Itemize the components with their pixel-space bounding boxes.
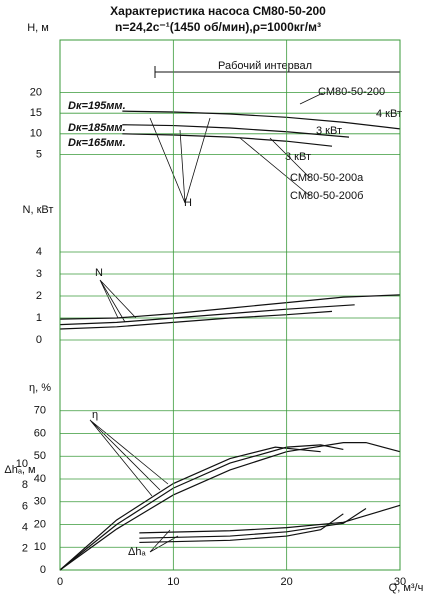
series-line bbox=[59, 310, 333, 330]
y-axis-label: η, % bbox=[29, 382, 51, 394]
annotation: η bbox=[92, 409, 98, 421]
y-tick-label: 40 bbox=[34, 473, 46, 485]
y-tick-label: 20 bbox=[34, 518, 46, 530]
y-tick-label: 5 bbox=[36, 148, 42, 160]
y-tick-label: 2 bbox=[36, 290, 42, 302]
series-line bbox=[59, 446, 321, 571]
y-axis-label: Δhₐ, м bbox=[4, 464, 35, 476]
series-line bbox=[59, 444, 344, 571]
x-tick-label: 0 bbox=[57, 576, 63, 588]
series-line bbox=[122, 110, 401, 130]
series-line bbox=[59, 294, 401, 320]
y-tick-label: 3 bbox=[36, 268, 42, 280]
annotation: Dк=165мм. bbox=[68, 137, 126, 149]
y-tick-label: 10 bbox=[30, 128, 42, 140]
y-tick-label: 0 bbox=[40, 564, 46, 576]
annotation: 3 кВт bbox=[285, 151, 311, 163]
y-tick-label: 4 bbox=[36, 246, 42, 258]
y-tick-label: 0 bbox=[36, 334, 42, 346]
y-axis-label: N, кВт bbox=[23, 204, 54, 216]
chart-title: Характеристика насоса СМ80-50-200 bbox=[110, 4, 326, 18]
y-tick-label: 70 bbox=[34, 405, 46, 417]
leader-lines bbox=[89, 91, 326, 553]
x-tick-label: 10 bbox=[167, 576, 179, 588]
annotation: Рабочий интервал bbox=[218, 60, 312, 72]
series-line bbox=[139, 513, 344, 544]
x-tick-label: 30 bbox=[394, 576, 406, 588]
y-axis-label: H, м bbox=[27, 22, 49, 34]
y-tick-label: 8 bbox=[22, 479, 28, 491]
y-tick-label: 50 bbox=[34, 450, 46, 462]
y-tick-label: 30 bbox=[34, 496, 46, 508]
y-tick-label: 60 bbox=[34, 427, 46, 439]
series-label: СМ80-50-200а bbox=[290, 172, 364, 184]
annotation: 4 кВт bbox=[376, 108, 402, 120]
series-line bbox=[122, 133, 333, 147]
y-tick-label: 20 bbox=[30, 87, 42, 99]
series-label: СМ80-50-200 bbox=[318, 86, 385, 98]
y-tick-label: 6 bbox=[22, 500, 28, 512]
annotation: 3 кВт bbox=[316, 125, 342, 137]
y-tick-label: 2 bbox=[22, 543, 28, 555]
annotation: N bbox=[95, 267, 103, 279]
annotation: Δhₐ bbox=[128, 546, 146, 558]
x-tick-label: 20 bbox=[281, 576, 293, 588]
y-tick-label: 10 bbox=[16, 458, 28, 470]
annotation: Dк=185мм. bbox=[68, 122, 126, 134]
series-line bbox=[59, 442, 401, 571]
y-tick-label: 15 bbox=[30, 107, 42, 119]
annotation: Dк=195мм. bbox=[68, 100, 126, 112]
chart-subtitle: n=24,2c⁻¹(1450 об/мин),ρ=1000кг/м³ bbox=[115, 20, 321, 34]
series-line bbox=[139, 504, 401, 534]
series-line bbox=[59, 304, 355, 326]
y-tick-label: 10 bbox=[34, 541, 46, 553]
annotation: H bbox=[184, 197, 192, 209]
x-axis-label: Q, м³/ч bbox=[389, 582, 424, 594]
series-line bbox=[139, 508, 367, 539]
series-line bbox=[122, 124, 350, 138]
y-tick-label: 1 bbox=[36, 312, 42, 324]
series-label: СМ80-50-200б bbox=[290, 190, 363, 202]
y-tick-label: 4 bbox=[22, 522, 28, 534]
